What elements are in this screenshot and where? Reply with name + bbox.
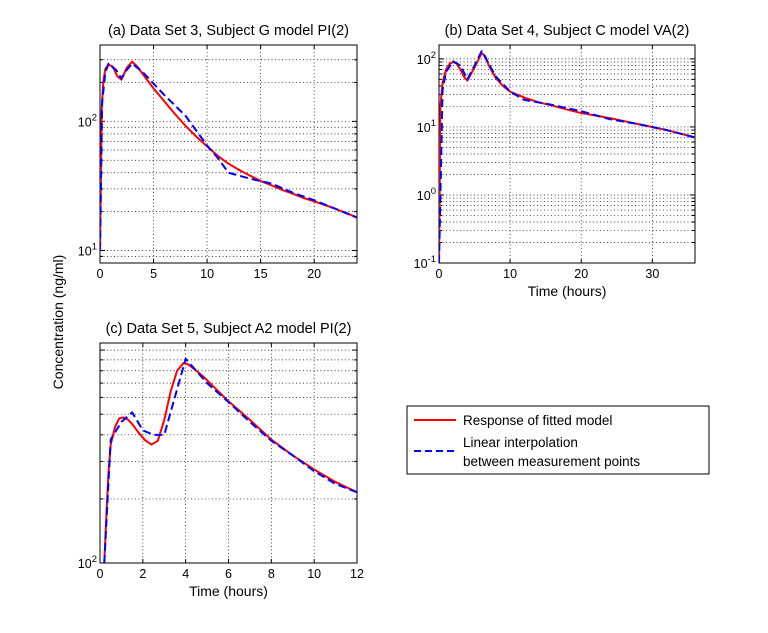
x-axis-label-c: Time (hours) xyxy=(189,583,268,599)
x-tick-label-a: 20 xyxy=(307,267,321,281)
x-tick-label-a: 0 xyxy=(97,267,104,281)
legend-box xyxy=(406,405,710,475)
grid-b xyxy=(439,45,695,263)
x-tick-label-b: 20 xyxy=(574,267,588,281)
x-tick-label-c: 6 xyxy=(225,567,232,581)
grid-a xyxy=(100,45,357,263)
x-tick-label-a: 10 xyxy=(200,267,214,281)
panel-a-chart: 0 5 10 15 20 101 102 (a) Data Set 3, Subject G … xyxy=(78,23,358,281)
panel-c-chart: 0 2 4 6 8 10 12 102 (c) Data Set 5, Subject A2 m… xyxy=(78,321,364,599)
x-tick-label-a: 5 xyxy=(150,267,157,281)
plot-area-a xyxy=(100,45,357,263)
y-tick-label-b: 101 xyxy=(417,118,436,135)
y-tick-label-c: 102 xyxy=(78,554,97,571)
x-axis-label-b: Time (hours) xyxy=(528,283,607,299)
y-tick-label-b: 10-1 xyxy=(414,254,436,271)
x-tick-label-c: 10 xyxy=(307,567,321,581)
x-tick-label-c: 4 xyxy=(182,567,189,581)
shared-ylabel: Concentration (ng/ml) xyxy=(50,255,66,390)
legend: Response of fitted model Linear interpol… xyxy=(406,405,710,475)
legend-label-fitted: Response of fitted model xyxy=(463,413,612,428)
chart-title-b: (b) Data Set 4, Subject C model VA(2) xyxy=(445,23,690,39)
y-tick-label-a: 102 xyxy=(78,112,97,129)
series-linear-interpolation-c xyxy=(103,357,357,563)
panel-b-chart: 0 10 20 30 10-1 100 101 102 (b) Data Set 4, Subj… xyxy=(414,23,696,299)
chart-title-a: (a) Data Set 3, Subject G model PI(2) xyxy=(108,23,349,39)
y-tick-label-b: 100 xyxy=(417,186,436,203)
y-tick-label-a: 101 xyxy=(78,241,97,258)
plot-area-c xyxy=(100,343,357,563)
y-tick-label-b: 102 xyxy=(417,50,436,67)
x-tick-label-b: 0 xyxy=(436,267,443,281)
chart-title-c: (c) Data Set 5, Subject A2 model PI(2) xyxy=(106,321,352,337)
series-fitted-model-c xyxy=(103,361,357,563)
x-tick-label-c: 12 xyxy=(350,567,364,581)
series-linear-interpolation-b xyxy=(439,50,695,263)
x-tick-label-c: 2 xyxy=(139,567,146,581)
x-tick-label-b: 10 xyxy=(503,267,517,281)
x-tick-label-c: 8 xyxy=(268,567,275,581)
x-tick-label-c: 0 xyxy=(97,567,104,581)
x-tick-label-a: 15 xyxy=(254,267,268,281)
legend-label-interpolation-line1: Linear interpolation xyxy=(463,435,578,450)
grid-c xyxy=(100,343,357,563)
axes-frame-a xyxy=(99,44,358,264)
series-linear-interpolation-a xyxy=(100,62,357,251)
x-tick-label-b: 30 xyxy=(645,267,659,281)
legend-label-interpolation-line2: between measurement points xyxy=(463,454,640,469)
